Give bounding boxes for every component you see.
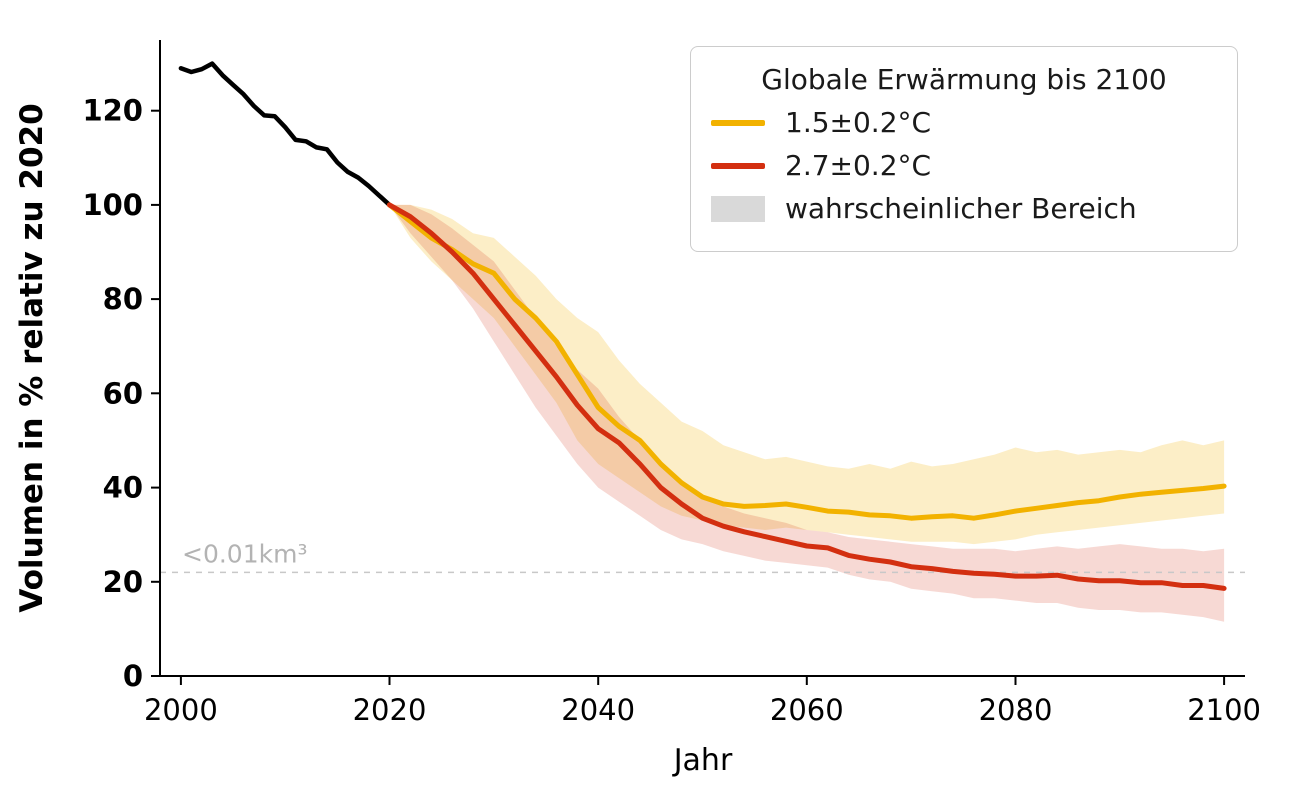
x-tick-label: 2080	[979, 693, 1053, 727]
y-tick-label: 100	[82, 188, 143, 222]
y-tick-label: 80	[103, 282, 143, 316]
y-axis-label: Volumen in % relativ zu 2020	[14, 103, 50, 612]
x-tick-label: 2000	[144, 693, 218, 727]
legend-title: Globale Erwärmung bis 2100	[761, 63, 1167, 96]
legend-swatch-2-7C	[711, 162, 765, 169]
szenario-1-5C-line	[387, 202, 1227, 521]
x-tick-label: 2040	[561, 693, 635, 727]
szenario-2-7C-line	[387, 202, 1227, 591]
legend-entry-likely-range: wahrscheinlicher Bereich	[711, 192, 1217, 225]
szenario-2-7C-band	[389, 204, 1225, 622]
x-tick-label: 2020	[353, 693, 427, 727]
y-tick-label: 40	[103, 471, 143, 505]
threshold-label: <0.01km³	[182, 539, 307, 568]
y-tick-label: 0	[123, 659, 143, 693]
legend-entry-1-5C: 1.5±0.2°C	[711, 106, 1217, 139]
legend-label-likely-range: wahrscheinlicher Bereich	[785, 192, 1137, 225]
x-tick-label: 2060	[770, 693, 844, 727]
legend-swatch-1-5C	[711, 119, 765, 126]
y-tick-label: 120	[82, 94, 143, 128]
legend: Globale Erwärmung bis 2100 1.5±0.2°C 2.7…	[690, 46, 1238, 252]
legend-entry-2-7C: 2.7±0.2°C	[711, 149, 1217, 182]
x-axis-label: Jahr	[672, 743, 733, 778]
beobachtung-historisch-line	[178, 61, 392, 208]
legend-label-1-5C: 1.5±0.2°C	[785, 106, 932, 139]
legend-swatch-likely-range	[711, 195, 765, 222]
y-tick-label: 20	[103, 565, 143, 599]
x-tick-label: 2100	[1187, 693, 1261, 727]
szenario-1-5C-band	[389, 204, 1225, 545]
y-tick-label: 60	[103, 376, 143, 410]
legend-label-2-7C: 2.7±0.2°C	[785, 149, 932, 182]
